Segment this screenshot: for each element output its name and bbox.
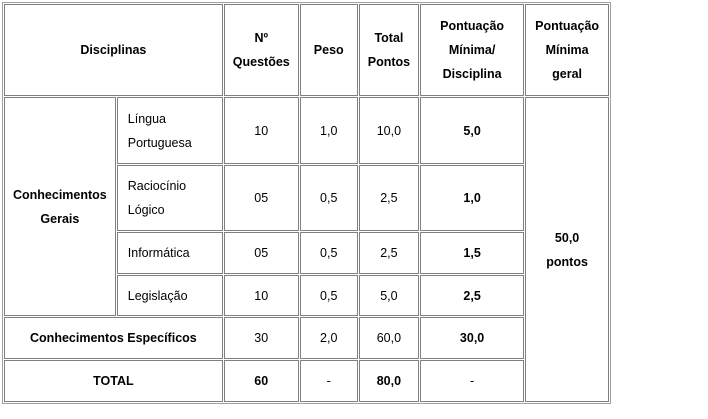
peso-cell: 0,5 <box>299 232 358 274</box>
peso-cell: 1,0 <box>299 97 358 164</box>
disciplina-cell: Informática <box>116 232 223 274</box>
minima-cell: 1,5 <box>420 232 525 274</box>
minima-cell: - <box>420 360 525 402</box>
header-peso: Peso <box>299 4 358 96</box>
peso-cell: 2,0 <box>299 317 358 359</box>
total-cell: 80,0 <box>358 360 420 402</box>
group-conhecimentos-gerais: Conhecimentos Gerais <box>4 97 116 316</box>
score-table: Disciplinas Nº Questões Peso Total Pontos … <box>2 2 612 404</box>
peso-cell: - <box>299 360 358 402</box>
header-pontuacao-minima-disciplina: Pontuação Mínima/Disciplina <box>420 4 525 96</box>
header-disciplinas: Disciplinas <box>4 4 223 96</box>
header-questoes: Nº Questões <box>223 4 299 96</box>
disciplina-cell: Língua Portuguesa <box>116 97 223 164</box>
total-cell: 60,0 <box>358 317 420 359</box>
disciplina-cell: Raciocínio Lógico <box>116 165 223 231</box>
questoes-cell: 10 <box>223 275 299 316</box>
total-label: TOTAL <box>4 360 223 402</box>
minima-cell: 30,0 <box>420 317 525 359</box>
total-cell: 2,5 <box>358 165 420 231</box>
total-cell: 2,5 <box>358 232 420 274</box>
total-cell: 5,0 <box>358 275 420 316</box>
header-total-pontos: Total Pontos <box>358 4 420 96</box>
especificos-label: Conhecimentos Específicos <box>4 317 223 359</box>
table-row: Conhecimentos Gerais Língua Portuguesa 10 … <box>4 97 610 402</box>
total-cell: 10,0 <box>358 97 420 164</box>
table-row: Informática 05 0,5 2,5 1,5 <box>4 232 609 274</box>
questoes-cell: 05 <box>223 165 299 231</box>
peso-cell: 0,5 <box>299 165 358 231</box>
questoes-cell: 10 <box>223 97 299 164</box>
header-row: Disciplinas Nº Questões Peso Total Pontos … <box>4 4 610 96</box>
disciplina-cell: Legislação <box>116 275 223 316</box>
total-row: TOTAL 60 - 80,0 - <box>4 360 609 402</box>
especificos-row: Conhecimentos Específicos 30 2,0 60,0 30… <box>4 317 609 359</box>
questoes-cell: 60 <box>223 360 299 402</box>
minima-cell: 5,0 <box>420 97 525 164</box>
questoes-cell: 05 <box>223 232 299 274</box>
minima-cell: 2,5 <box>420 275 525 316</box>
minima-geral-cell: 50,0 pontos <box>525 97 610 402</box>
table-row: Raciocínio Lógico 05 0,5 2,5 1,0 <box>4 165 609 231</box>
peso-cell: 0,5 <box>299 275 358 316</box>
header-pontuacao-minima-geral: Pontuação Mínima geral <box>525 4 610 96</box>
minima-cell: 1,0 <box>420 165 525 231</box>
questoes-cell: 30 <box>223 317 299 359</box>
table-row: Legislação 10 0,5 5,0 2,5 <box>4 275 609 316</box>
